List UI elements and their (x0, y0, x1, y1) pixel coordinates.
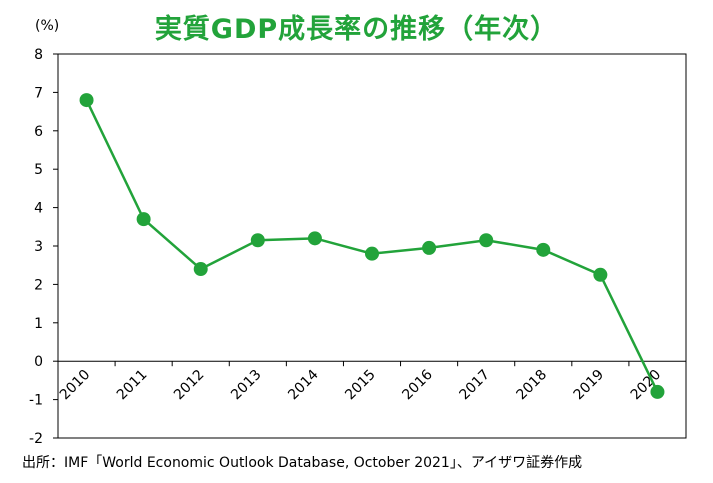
y-tick-label: -1 (29, 393, 43, 409)
y-tick-label: 1 (34, 316, 43, 332)
x-tick-label: 2019 (571, 367, 608, 404)
series-line (85, 99, 659, 393)
y-tick-label: 0 (34, 354, 43, 370)
data-point (307, 231, 322, 246)
data-point (136, 212, 151, 227)
x-tick-label: 2013 (228, 367, 265, 404)
source-note: 出所：IMF「World Economic Outlook Database, … (22, 455, 583, 471)
data-point (593, 267, 608, 282)
x-tick-label: 2010 (57, 367, 94, 404)
x-tick-label: 2012 (171, 367, 208, 404)
y-tick-label: 2 (34, 277, 43, 293)
y-tick-label: 3 (34, 239, 43, 255)
data-point (193, 262, 208, 277)
data-point (536, 242, 551, 257)
data-point (79, 93, 94, 108)
data-point (650, 384, 665, 399)
y-tick-label: -2 (29, 431, 43, 447)
y-tick-label: 6 (34, 124, 43, 140)
data-point (365, 246, 379, 261)
x-tick-label: 2014 (285, 367, 322, 404)
x-tick-label: 2015 (342, 367, 379, 404)
y-axis-unit-label: (%) (35, 18, 60, 34)
data-point (479, 233, 494, 248)
x-tick-label: 2017 (456, 367, 493, 404)
x-tick-label: 2011 (114, 367, 151, 404)
x-tick-label: 2016 (399, 367, 436, 404)
chart-title: 実質GDP成長率の推移（年次） (154, 14, 559, 45)
y-tick-label: 4 (34, 201, 43, 217)
data-point (250, 233, 265, 248)
data-point (422, 240, 437, 255)
y-tick-label: 8 (34, 47, 43, 63)
y-tick-label: 7 (34, 85, 43, 101)
y-tick-label: 5 (34, 162, 43, 178)
x-tick-label: 2018 (514, 367, 551, 404)
